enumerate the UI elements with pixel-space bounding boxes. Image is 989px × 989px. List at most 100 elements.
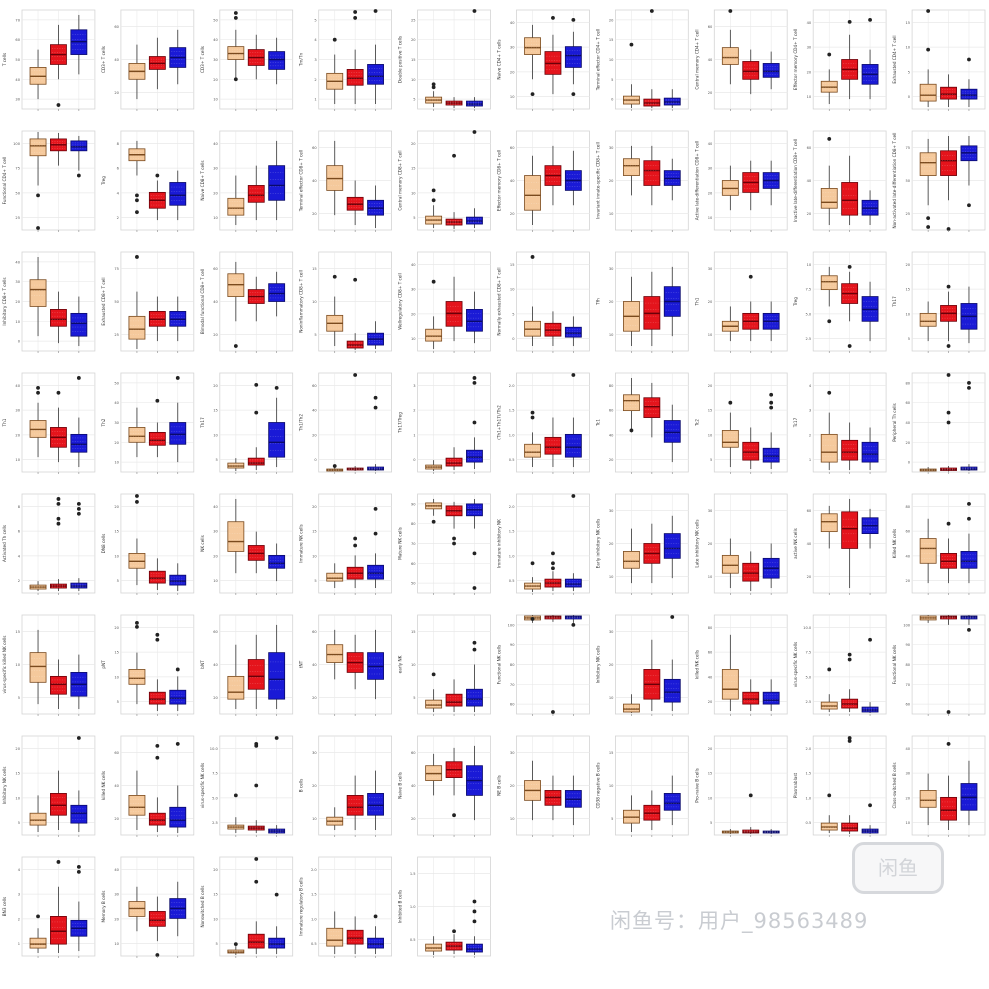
outlier-point [769,405,774,410]
y-tick-label: 10 [906,821,911,825]
y-tick-label: 3 [314,58,316,62]
y-axis-label: Pro-naive B cells [694,768,699,803]
box-group-3 [466,449,483,463]
outlier-point [472,909,477,914]
outlier-point [274,892,279,897]
y-tick-label: 2.0 [805,747,811,751]
y-axis-label: Tc1 [595,419,600,427]
box-group-2 [445,693,463,707]
y-tick-label: 10 [609,696,614,700]
y-tick-label: 5 [710,821,712,825]
y-tick-label: 70 [510,683,515,687]
outlier-point [868,803,872,808]
y-tick-label: 5 [710,458,712,462]
y-tick-label: 2 [809,433,811,437]
boxplot-panel-31: 10 20 30 40 50 Th2 [101,372,195,474]
box-group-3 [268,283,286,302]
box-group-3 [169,182,187,206]
y-tick-label: 5 [216,458,218,462]
y-tick-label: 15 [213,893,218,897]
outlier-point [135,500,139,504]
y-axis-label: Th17 [892,296,897,308]
outlier-point [629,428,634,433]
outlier-point [353,10,358,14]
y-tick-label: 30 [906,772,911,776]
y-tick-label: 40 [510,21,515,25]
y-tick-label: 20 [906,579,911,583]
outlier-point [56,103,61,107]
outlier-point [36,385,40,390]
outlier-point [155,173,160,178]
y-axis-label: virus-specific NK cells [200,763,205,808]
y-tick-label: 1.0 [509,433,515,437]
outlier-point [926,47,931,52]
box-group-3 [268,937,286,949]
box-group-1 [919,83,937,102]
y-tick-label: 10 [807,95,812,99]
y-tick-label: 40 [114,784,119,788]
outlier-point [868,18,872,22]
box-group-3 [169,689,187,705]
boxplot-panel-32: 5 10 15 20 Th17 [200,372,294,474]
outlier-point [56,516,61,521]
y-tick-label: 30 [213,58,218,62]
y-tick-label: 60 [510,703,515,707]
y-tick-label: 3 [413,384,415,388]
y-axis-label: T cells [2,53,7,67]
boxplot-panel-42: 10 20 30 40 NK cells [200,493,294,595]
y-axis-label: Mature NK cells [398,527,403,560]
y-tick-label: 20 [114,626,119,630]
y-tick-label: 4 [18,554,21,558]
outlier-point [530,561,535,566]
outlier-point [728,400,733,405]
y-tick-label: 5 [117,700,119,704]
box-group-1 [820,275,838,291]
box-group-1 [919,790,937,808]
outlier-point [155,632,160,637]
box-group-3 [861,441,879,463]
y-tick-label: 15 [312,267,317,271]
outlier-point [76,736,81,740]
boxplot-panel-52: 20 40 60 bNT [200,614,294,716]
outlier-point [175,376,180,380]
box-group-1 [524,175,541,211]
y-tick-label: 1.5 [509,409,515,413]
outlier-point [254,879,259,884]
boxplot-panel-27: 10 20 30 Th1 [694,251,788,353]
y-tick-label: 20 [708,700,713,704]
outlier-point [472,919,477,924]
outlier-point [472,376,477,380]
outlier-point [926,9,931,13]
y-tick-label: 90 [411,502,416,506]
box-group-2 [445,457,463,467]
y-tick-label: 0.5 [311,942,317,946]
boxplot-panel-74: 0.5 1.0 1.5 Inhibited B cells [398,856,491,958]
y-axis-label: Peripheral Th cells [892,403,897,441]
boxplot-panel-72: 5 10 15 20 Nonswitched B cells [200,856,294,958]
boxplot-panel-13: 20 40 60 Terminal effector CD8+ T cell [299,130,393,232]
y-tick-label: 40 [807,21,812,25]
y-axis-label: Inhibitory NK cells [595,646,600,684]
outlier-point [946,710,951,714]
outlier-point [56,390,61,395]
y-tick-label: 0.5 [805,821,811,825]
outlier-point [827,137,832,141]
y-tick-label: 20 [708,384,713,388]
box-group-3 [169,422,187,445]
outlier-point [175,742,180,746]
y-axis-label: Inhibitory CD8+ T cells [2,277,7,325]
y-tick-label: 0.5 [509,579,515,583]
y-axis-label: CD38 negative B cells [595,762,600,808]
outlier-point [76,865,81,869]
boxplot-panel-68: 0.5 1.0 1.5 2.0 Plasmablast [793,735,887,837]
outlier-point [135,624,139,629]
outlier-point [946,420,951,425]
box-group-1 [919,538,937,564]
box-group-1 [29,937,47,949]
boxplot-panel-50: 5 10 15 virus-specific killed NK cells [2,614,96,716]
y-tick-label: 40 [708,675,713,679]
box-group-2 [742,562,760,582]
y-tick-label: 10 [312,554,317,558]
box-group-3 [169,806,187,828]
outlier-point [233,16,238,20]
